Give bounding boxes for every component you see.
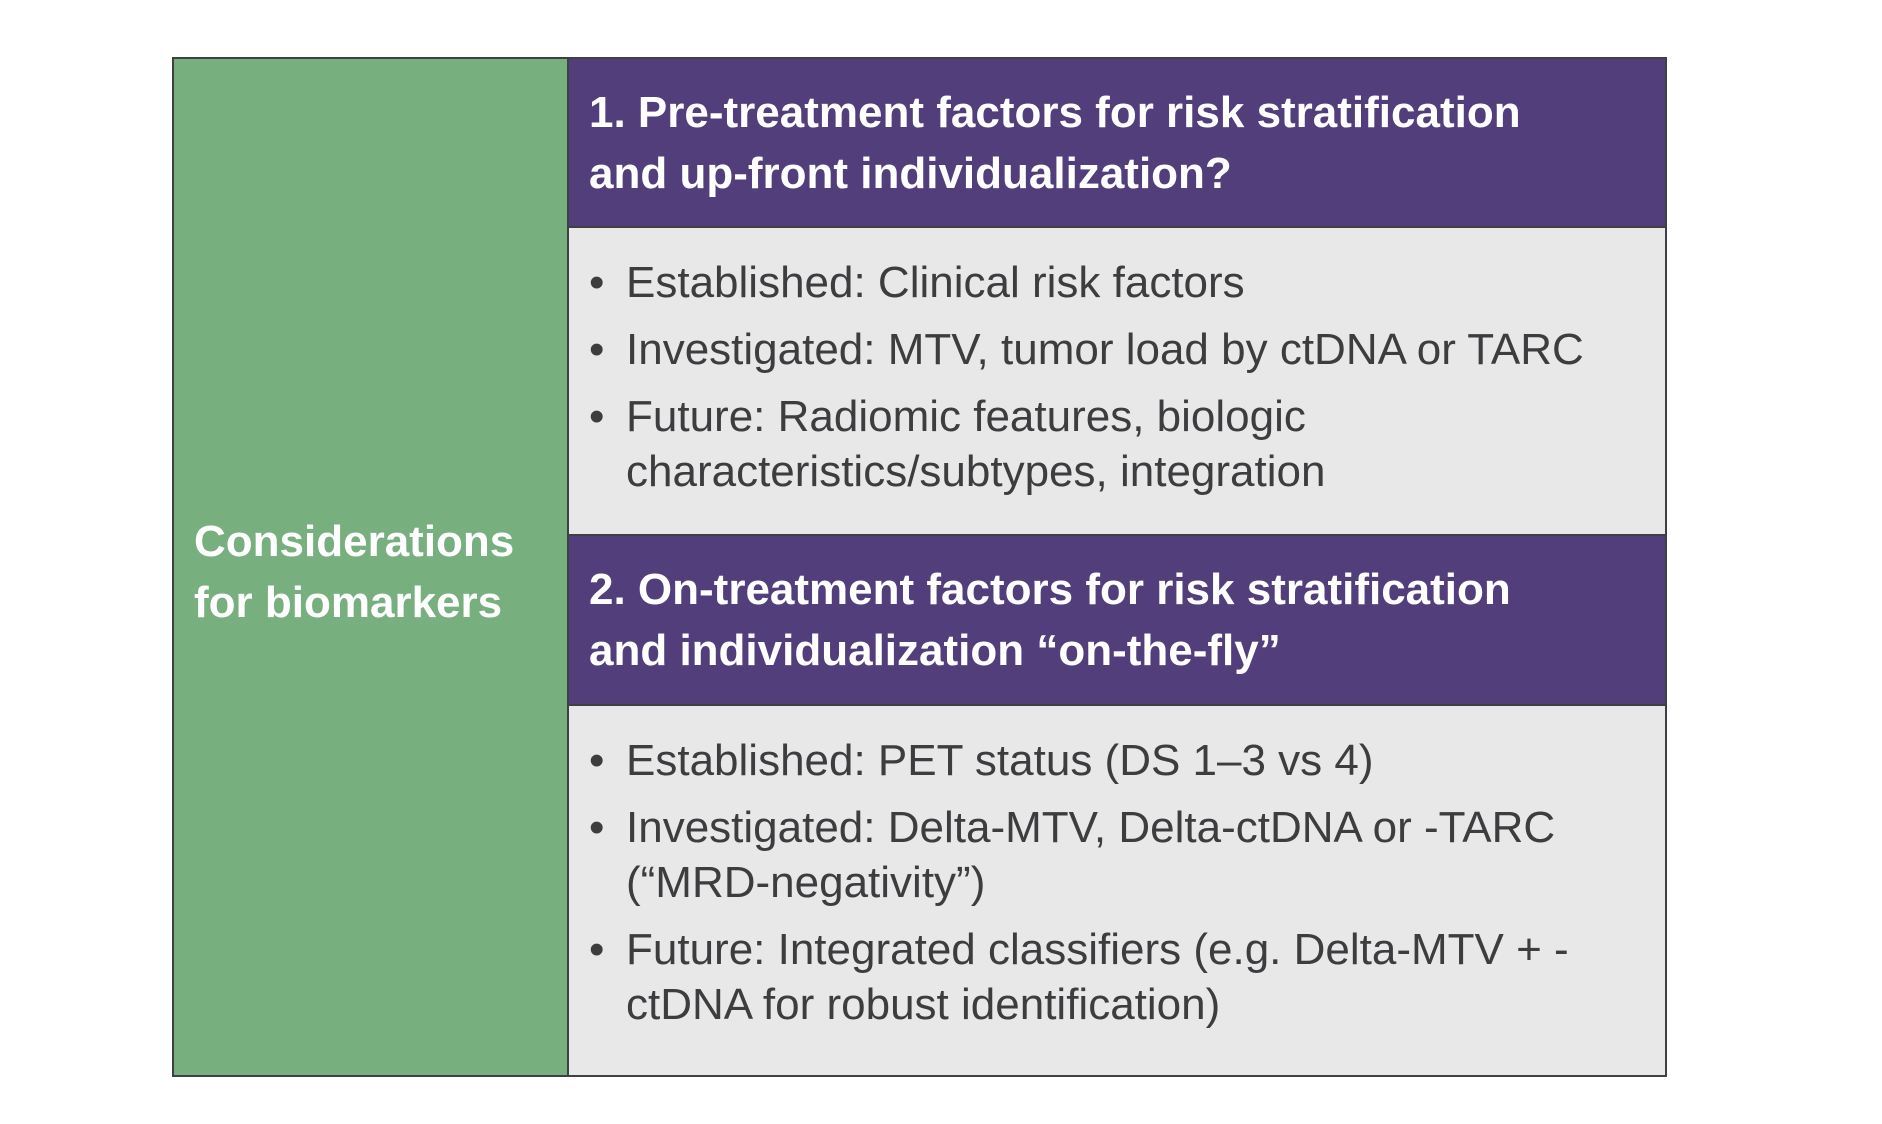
on-treatment-list: • Established: PET status (DS 1–3 vs 4) … xyxy=(589,733,1649,1032)
bullet-icon: • xyxy=(589,736,605,785)
biomarker-considerations-table: Considerations for biomarkers 1. Pre-tre… xyxy=(172,57,1667,1077)
on-treatment-title-line1: 2. On-treatment factors for risk stratif… xyxy=(589,565,1511,614)
list-item-text-cont: ctDNA for robust identification) xyxy=(626,980,1221,1029)
considerations-label-line2: for biomarkers xyxy=(194,578,503,627)
considerations-panel: Considerations for biomarkers xyxy=(174,59,569,1075)
list-item-text-cont: characteristics/subtypes, integration xyxy=(626,447,1326,496)
considerations-label-line1: Considerations xyxy=(194,517,515,566)
list-item: • Future: Radiomic features, biologic ch… xyxy=(589,389,1649,499)
factors-column: 1. Pre-treatment factors for risk strati… xyxy=(569,59,1665,1075)
bullet-icon: • xyxy=(589,258,605,307)
considerations-label: Considerations for biomarkers xyxy=(194,511,514,633)
list-item-text: Future: Radiomic features, biologic xyxy=(626,392,1306,441)
pre-treatment-list: • Established: Clinical risk factors • I… xyxy=(589,255,1649,499)
list-item-text: Future: Integrated classifiers (e.g. Del… xyxy=(626,925,1569,974)
pre-treatment-body: • Established: Clinical risk factors • I… xyxy=(569,226,1665,536)
on-treatment-body: • Established: PET status (DS 1–3 vs 4) … xyxy=(569,704,1665,1075)
on-treatment-header: 2. On-treatment factors for risk stratif… xyxy=(569,536,1665,704)
list-item: • Investigated: Delta-MTV, Delta-ctDNA o… xyxy=(589,800,1649,910)
list-item-text-cont: (“MRD-negativity”) xyxy=(626,858,986,907)
bullet-icon: • xyxy=(589,925,605,974)
list-item-text: Established: Clinical risk factors xyxy=(626,258,1245,307)
list-item: • Established: Clinical risk factors xyxy=(589,255,1649,310)
pre-treatment-title-line1: 1. Pre-treatment factors for risk strati… xyxy=(589,88,1521,137)
list-item-text: Investigated: Delta-MTV, Delta-ctDNA or … xyxy=(626,803,1556,852)
bullet-icon: • xyxy=(589,325,605,374)
list-item-text: Established: PET status (DS 1–3 vs 4) xyxy=(626,736,1374,785)
bullet-icon: • xyxy=(589,392,605,441)
pre-treatment-header: 1. Pre-treatment factors for risk strati… xyxy=(569,59,1665,226)
list-item: • Established: PET status (DS 1–3 vs 4) xyxy=(589,733,1649,788)
list-item-text: Investigated: MTV, tumor load by ctDNA o… xyxy=(626,325,1584,374)
list-item: • Investigated: MTV, tumor load by ctDNA… xyxy=(589,322,1649,377)
pre-treatment-title-line2: and up-front individualization? xyxy=(589,149,1232,198)
bullet-icon: • xyxy=(589,803,605,852)
on-treatment-title-line2: and individualization “on-the-fly” xyxy=(589,626,1281,675)
list-item: • Future: Integrated classifiers (e.g. D… xyxy=(589,922,1649,1032)
